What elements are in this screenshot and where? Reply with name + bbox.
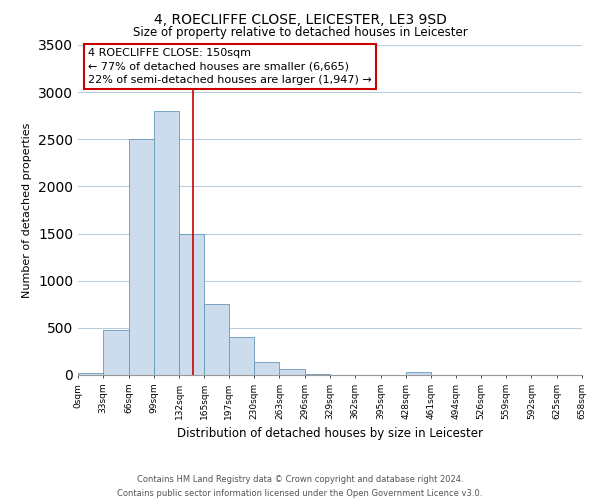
X-axis label: Distribution of detached houses by size in Leicester: Distribution of detached houses by size … [177,428,483,440]
Bar [254,362,280,375]
Bar [229,338,254,375]
Y-axis label: Number of detached properties: Number of detached properties [22,122,32,298]
Bar [305,374,330,375]
Text: 4 ROECLIFFE CLOSE: 150sqm
← 77% of detached houses are smaller (6,665)
22% of se: 4 ROECLIFFE CLOSE: 150sqm ← 77% of detac… [88,48,372,84]
Bar [154,111,179,375]
Text: Size of property relative to detached houses in Leicester: Size of property relative to detached ho… [133,26,467,39]
Bar [103,330,128,375]
Text: 4, ROECLIFFE CLOSE, LEICESTER, LE3 9SD: 4, ROECLIFFE CLOSE, LEICESTER, LE3 9SD [154,12,446,26]
Text: Contains HM Land Registry data © Crown copyright and database right 2024.
Contai: Contains HM Land Registry data © Crown c… [118,476,482,498]
Bar [78,373,103,375]
Bar [205,304,229,375]
Bar [280,370,305,375]
Bar [179,234,205,375]
Bar [406,372,431,375]
Bar [128,140,154,375]
